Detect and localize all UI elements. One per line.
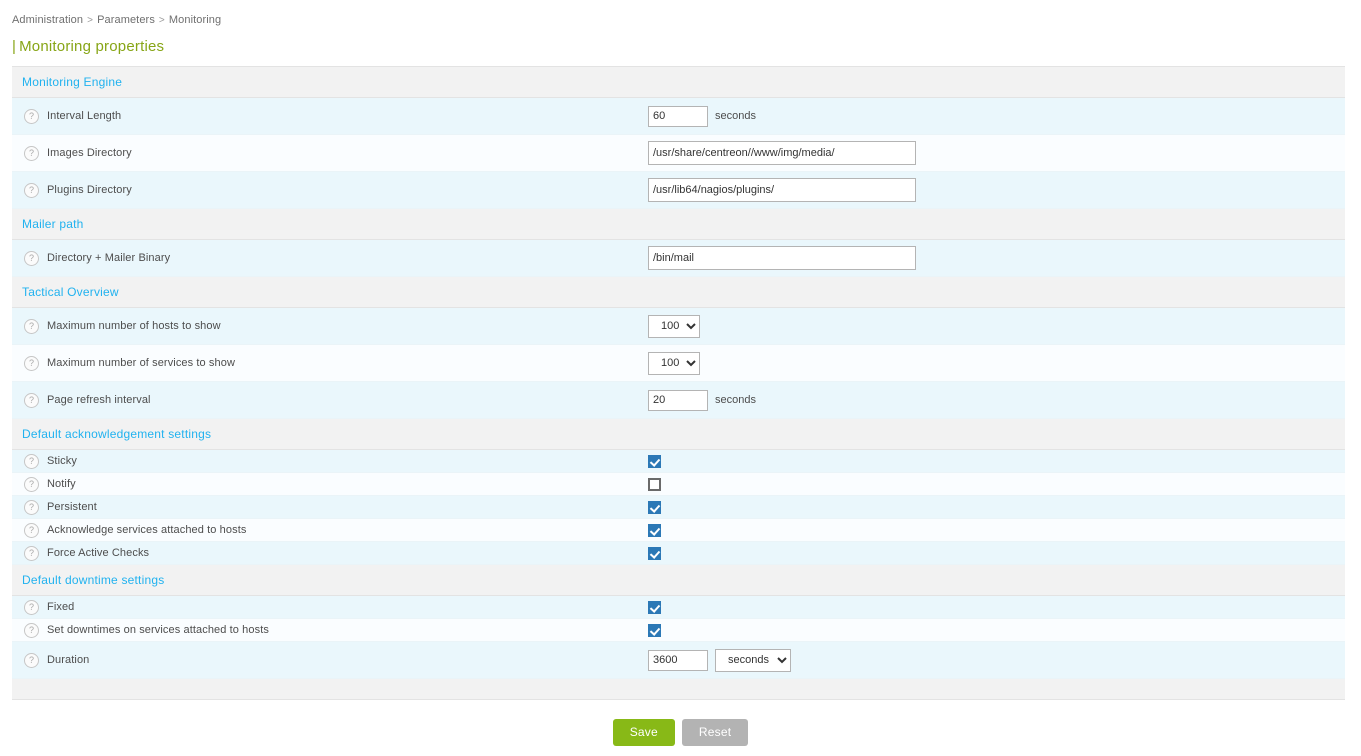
page-title-text: Monitoring properties — [19, 38, 165, 55]
section-header-monitoring-engine: Monitoring Engine — [12, 66, 1346, 98]
section-header-default-downtime-settings: Default downtime settings — [12, 564, 1346, 596]
input-duration[interactable] — [648, 649, 708, 671]
select-max-services-to-show[interactable]: 10203050100200 — [648, 351, 700, 375]
input-images-directory[interactable] — [648, 141, 916, 165]
section-title: Default acknowledgement settings — [22, 427, 212, 441]
section-title: Monitoring Engine — [22, 75, 123, 89]
page-title-container: | Monitoring properties — [0, 30, 1361, 66]
select-duration-unit[interactable]: secondsminuteshoursdays — [715, 648, 791, 672]
field-label-plugins-directory: Plugins Directory — [47, 184, 132, 196]
monitoring-properties-form: Monitoring Engine? Interval Length seconds… — [12, 66, 1346, 700]
checkbox-notify[interactable] — [648, 477, 661, 491]
field-row-duration: ? Duration secondsminuteshoursdays — [12, 641, 1346, 679]
field-label-persistent: Persistent — [47, 501, 97, 513]
field-label-images-directory: Images Directory — [47, 147, 132, 159]
field-label-acknowledge-services-attached-to-hosts: Acknowledge services attached to hosts — [47, 524, 247, 536]
checkbox-set-downtimes-on-services-attached-to-hosts[interactable] — [648, 623, 661, 637]
field-row-interval-length: ? Interval Length seconds — [12, 97, 1346, 135]
save-button[interactable]: Save — [612, 719, 675, 746]
field-row-persistent: ? Persistent — [12, 495, 1346, 519]
field-label-fixed: Fixed — [47, 601, 75, 613]
help-icon[interactable]: ? — [24, 476, 39, 492]
page-title-bar: | — [12, 38, 17, 55]
field-label-sticky: Sticky — [47, 455, 77, 467]
checkbox-fixed[interactable] — [648, 600, 661, 614]
section-header-tactical-overview: Tactical Overview — [12, 276, 1346, 308]
help-icon[interactable]: ? — [24, 522, 39, 538]
unit-label-page-refresh-interval: seconds — [715, 394, 756, 406]
help-icon[interactable]: ? — [24, 355, 39, 371]
checkbox-acknowledge-services-attached-to-hosts[interactable] — [648, 523, 661, 537]
section-header-mailer-path: Mailer path — [12, 208, 1346, 240]
field-label-force-active-checks: Force Active Checks — [47, 547, 150, 559]
help-icon[interactable]: ? — [24, 318, 39, 334]
field-row-directory-mailer-binary: ? Directory + Mailer Binary — [12, 239, 1346, 277]
field-row-fixed: ? Fixed — [12, 595, 1346, 619]
help-icon[interactable]: ? — [24, 392, 39, 408]
breadcrumb-item-parameters[interactable]: Parameters — [97, 14, 155, 26]
help-icon[interactable]: ? — [24, 145, 39, 161]
help-icon[interactable]: ? — [24, 599, 39, 615]
section-header-default-acknowledgement-settings: Default acknowledgement settings — [12, 418, 1346, 450]
form-actions: Save Reset — [0, 700, 1361, 746]
field-row-sticky: ? Sticky — [12, 449, 1346, 473]
field-row-notify: ? Notify — [12, 472, 1346, 496]
field-row-plugins-directory: ? Plugins Directory — [12, 171, 1346, 209]
field-row-max-services-to-show: ? Maximum number of services to show 10203… — [12, 344, 1346, 382]
field-label-max-services-to-show: Maximum number of services to show — [47, 357, 236, 369]
help-icon[interactable]: ? — [24, 652, 39, 668]
breadcrumb-item-administration[interactable]: Administration — [12, 14, 84, 26]
field-label-duration: Duration — [47, 654, 90, 666]
field-label-interval-length: Interval Length — [47, 110, 122, 122]
help-icon[interactable]: ? — [24, 622, 39, 638]
breadcrumb-item-monitoring[interactable]: Monitoring — [168, 14, 222, 26]
field-row-acknowledge-services-attached-to-hosts: ? Acknowledge services attached to hosts — [12, 518, 1346, 542]
help-icon[interactable]: ? — [24, 453, 39, 469]
help-icon[interactable]: ? — [24, 250, 39, 266]
breadcrumb: Administration > Parameters > Monitoring — [0, 0, 1361, 30]
help-icon[interactable]: ? — [24, 545, 39, 561]
input-interval-length[interactable] — [648, 105, 708, 127]
checkbox-sticky[interactable] — [648, 454, 661, 468]
section-title: Default downtime settings — [22, 573, 165, 587]
field-row-page-refresh-interval: ? Page refresh interval seconds — [12, 381, 1346, 419]
breadcrumb-separator: > — [158, 15, 165, 26]
input-plugins-directory[interactable] — [648, 178, 916, 202]
page-title: | Monitoring properties — [12, 38, 164, 55]
breadcrumb-separator: > — [87, 15, 94, 26]
field-row-images-directory: ? Images Directory — [12, 134, 1346, 172]
help-icon[interactable]: ? — [24, 182, 39, 198]
help-icon[interactable]: ? — [24, 108, 39, 124]
field-label-max-hosts-to-show: Maximum number of hosts to show — [47, 320, 221, 332]
checkbox-persistent[interactable] — [648, 500, 661, 514]
input-directory-mailer-binary[interactable] — [648, 246, 916, 270]
reset-button[interactable]: Reset — [681, 719, 749, 746]
field-row-force-active-checks: ? Force Active Checks — [12, 541, 1346, 565]
field-row-set-downtimes-on-services-attached-to-hosts: ? Set downtimes on services attached to h… — [12, 618, 1346, 642]
field-label-directory-mailer-binary: Directory + Mailer Binary — [47, 252, 171, 264]
field-label-notify: Notify — [47, 478, 76, 490]
help-icon[interactable]: ? — [24, 499, 39, 515]
section-title: Tactical Overview — [22, 285, 119, 299]
select-max-hosts-to-show[interactable]: 10203050100200 — [648, 314, 700, 338]
unit-label-interval-length: seconds — [715, 110, 756, 122]
form-footer-spacer — [12, 678, 1346, 700]
checkbox-force-active-checks[interactable] — [648, 546, 661, 560]
input-page-refresh-interval[interactable] — [648, 389, 708, 411]
field-label-set-downtimes-on-services-attached-to-hosts: Set downtimes on services attached to ho… — [47, 624, 269, 636]
field-label-page-refresh-interval: Page refresh interval — [47, 394, 151, 406]
section-title: Mailer path — [22, 217, 84, 231]
field-row-max-hosts-to-show: ? Maximum number of hosts to show 10203050… — [12, 307, 1346, 345]
